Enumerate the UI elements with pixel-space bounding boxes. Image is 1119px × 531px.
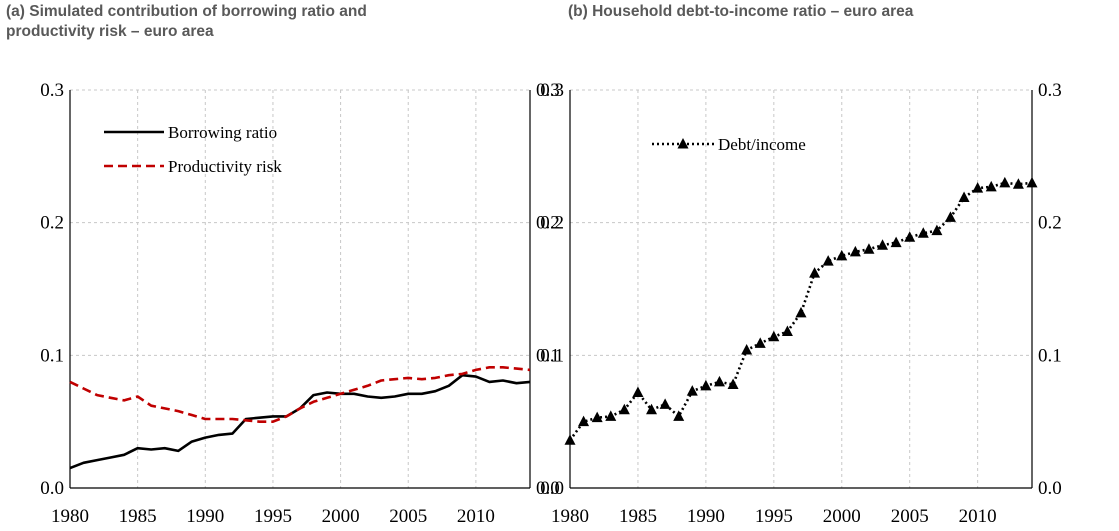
- panel-b-xtick-label-1995: 1995: [755, 506, 793, 527]
- panel-b-point-1991: [713, 375, 725, 387]
- panel-a-xtick-label-1980: 1980: [51, 506, 89, 527]
- panel-b-point-2004: [890, 236, 902, 248]
- panel-b-xtick-label-1990: 1990: [687, 506, 725, 527]
- panel-b-ytick-label-3: 0.3: [540, 80, 564, 101]
- panel-b-legend-label-0: Debt/income: [718, 135, 806, 154]
- panel-a-ytick-label-1: 0.1: [40, 345, 64, 366]
- panel-a-title-line-1: (a) Simulated contribution of borrowing …: [6, 3, 367, 20]
- panel-b-point-2014: [1026, 176, 1038, 188]
- panel-b-point-1995: [768, 330, 780, 342]
- panel-b-point-1993: [741, 344, 753, 355]
- panel-b-chart: 0.0 0.0 0.1 0.1 0.2 0.2 0.3 0.3 1980 1985 1990 1995…: [540, 80, 1062, 527]
- panel-a-xtick-label-2005: 2005: [389, 506, 427, 527]
- panel-a-xtick-label-1990: 1990: [186, 506, 224, 527]
- panel-b-point-1994: [754, 337, 766, 348]
- panel-a-ytick-right-label-2: 0.2: [536, 213, 560, 234]
- panel-b-point-2001: [849, 245, 861, 257]
- panel-a-xtick-label-2000: 2000: [322, 506, 360, 527]
- panel-b-title: (b) Household debt-to-income ratio – eur…: [568, 2, 1108, 22]
- panel-a-xtick-label-1995: 1995: [254, 506, 292, 527]
- panel-a-ytick-right-label-0: 0.0: [536, 478, 560, 499]
- panel-b-point-1985: [632, 386, 644, 397]
- panel-a-xtick-label-1985: 1985: [119, 506, 157, 527]
- panel-a-ytick-label-3: 0.3: [40, 80, 64, 101]
- panel-a-ytick-right-label-3: 0.3: [536, 80, 560, 101]
- panel-b-point-1981: [578, 415, 590, 427]
- panel-b-point-1989: [686, 385, 698, 396]
- panel-b-point-2012: [999, 176, 1011, 188]
- panel-a-ytick-label-0: 0.0: [40, 478, 64, 499]
- panel-b-point-2008: [944, 211, 956, 222]
- panel-a-ytick-label-2: 0.2: [40, 213, 64, 234]
- panel-b-xtick-label-1985: 1985: [619, 506, 657, 527]
- panel-b-ytick-label-2: 0.2: [540, 213, 564, 234]
- panel-a-legend-label-1: Productivity risk: [168, 157, 282, 176]
- panel-a-series-line-1: [69, 365, 531, 424]
- panel-b-point-1998: [809, 267, 821, 278]
- panel-b-xtick-label-2005: 2005: [891, 506, 929, 527]
- panel-b-point-1990: [700, 379, 712, 391]
- panel-a-ytick-right-label-1: 0.1: [536, 345, 560, 366]
- panel-a-chart: 0.0 0.0 0.1 0.1 0.2 0.2 0.3 0.3 1980 1985 1990 1995…: [40, 80, 560, 527]
- panel-b-point-2007: [931, 224, 943, 236]
- panel-b-ytick-label-0: 0.0: [540, 478, 564, 499]
- panel-b-point-2010: [972, 182, 984, 193]
- panel-b-point-1980: [564, 434, 576, 445]
- panel-b-point-1996: [781, 325, 793, 336]
- panel-a-title: (a) Simulated contribution of borrowing …: [6, 2, 546, 42]
- panel-b-ytick-right-label-1: 0.1: [1038, 345, 1062, 366]
- panel-b-point-2006: [917, 227, 929, 238]
- panel-b-xtick-label-2000: 2000: [823, 506, 861, 527]
- panel-b-point-1987: [659, 398, 671, 409]
- panel-a-series-line-0: [69, 373, 531, 470]
- panel-b-xtick-label-2010: 2010: [959, 506, 997, 527]
- panel-b-ytick-right-label-2: 0.2: [1038, 213, 1062, 234]
- panel-b-point-1999: [822, 255, 834, 266]
- panel-b-xtick-label-1980: 1980: [551, 506, 589, 527]
- panel-b-legend-marker-0: [677, 138, 689, 149]
- panel-b-point-2013: [1012, 178, 1024, 189]
- panel-b-point-1988: [673, 410, 685, 421]
- panel-b-point-1982: [591, 411, 603, 423]
- panel-b-ytick-right-label-3: 0.3: [1038, 80, 1062, 101]
- panel-b-ytick-right-label-0: 0.0: [1038, 478, 1062, 499]
- panel-a-title-line-2: productivity risk – euro area: [6, 23, 214, 40]
- panel-b-point-2002: [863, 243, 875, 254]
- panel-b-ytick-label-1: 0.1: [540, 345, 564, 366]
- panel-b-point-1997: [795, 306, 807, 318]
- panel-a-xtick-label-2010: 2010: [457, 506, 495, 527]
- panel-b-point-2000: [836, 249, 848, 261]
- panel-b-point-2009: [958, 191, 970, 202]
- panel-b-point-1986: [646, 403, 658, 415]
- panel-b-point-2003: [877, 239, 889, 250]
- panel-b-point-1992: [727, 378, 739, 390]
- panel-b-title-line-1: (b) Household debt-to-income ratio – eur…: [568, 3, 914, 20]
- panel-b-point-1984: [618, 403, 630, 415]
- panel-b-point-2011: [985, 180, 997, 192]
- panel-a-legend-label-0: Borrowing ratio: [168, 123, 277, 142]
- panel-b-point-2005: [904, 231, 916, 242]
- panel-b-point-1983: [605, 410, 617, 421]
